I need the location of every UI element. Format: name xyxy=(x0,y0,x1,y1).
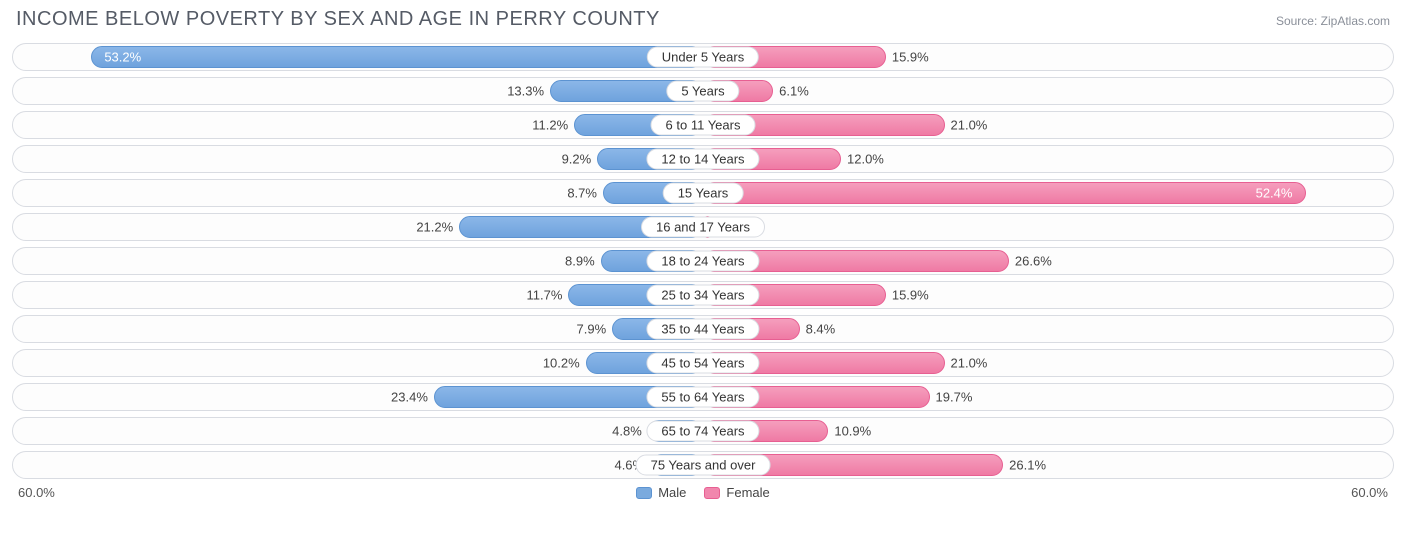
chart-row: 10.2% 21.0% 45 to 54 Years xyxy=(12,349,1394,377)
category-label: 35 to 44 Years xyxy=(646,319,759,340)
female-value-label: 26.6% xyxy=(1015,254,1052,269)
chart-row: 23.4% 19.7% 55 to 64 Years xyxy=(12,383,1394,411)
category-label: 15 Years xyxy=(663,183,744,204)
category-label: 45 to 54 Years xyxy=(646,353,759,374)
chart-source: Source: ZipAtlas.com xyxy=(1276,14,1390,28)
axis-max-left: 60.0% xyxy=(18,485,55,500)
male-value-label: 9.2% xyxy=(562,152,592,167)
male-value-label: 11.7% xyxy=(527,288,563,303)
female-value-label: 26.1% xyxy=(1009,458,1046,473)
male-value-label: 23.4% xyxy=(391,390,428,405)
diverging-bar-chart: 53.2%15.9%Under 5 Years13.3%6.1%5 Years1… xyxy=(12,43,1394,479)
male-value-label: 53.2% xyxy=(104,50,141,65)
female-value-label: 21.0% xyxy=(951,356,988,371)
female-value-label: 8.4% xyxy=(806,322,836,337)
male-value-label: 11.2% xyxy=(532,118,568,133)
chart-header: INCOME BELOW POVERTY BY SEX AND AGE IN P… xyxy=(12,8,1394,31)
male-value-label: 7.9% xyxy=(577,322,607,337)
chart-row: 13.3% 6.1% 5 Years xyxy=(12,77,1394,105)
category-label: 16 and 17 Years xyxy=(641,217,765,238)
chart-row: 53.2% 15.9% Under 5 Years xyxy=(12,43,1394,71)
chart-row: 7.9% 8.4% 35 to 44 Years xyxy=(12,315,1394,343)
category-label: 6 to 11 Years xyxy=(651,115,756,136)
category-label: 75 Years and over xyxy=(636,455,771,476)
category-label: 65 to 74 Years xyxy=(646,421,759,442)
female-value-label: 52.4% xyxy=(1256,186,1293,201)
legend-male-label: Male xyxy=(658,485,686,500)
legend-female: Female xyxy=(704,485,769,500)
chart-row: 11.7% 15.9% 25 to 34 Years xyxy=(12,281,1394,309)
legend-male: Male xyxy=(636,485,686,500)
chart-row: 8.9% 26.6% 18 to 24 Years xyxy=(12,247,1394,275)
legend: Male Female xyxy=(636,485,770,500)
category-label: Under 5 Years xyxy=(647,47,759,68)
chart-row: 4.6%26.1%75 Years and over xyxy=(12,451,1394,479)
female-value-label: 21.0% xyxy=(951,118,988,133)
category-label: 12 to 14 Years xyxy=(646,149,759,170)
male-value-label: 8.7% xyxy=(567,186,597,201)
male-value-label: 21.2% xyxy=(416,220,453,235)
male-value-label: 10.2% xyxy=(543,356,580,371)
male-value-label: 4.8% xyxy=(612,424,642,439)
chart-row: 4.8% 10.9% 65 to 74 Years xyxy=(12,417,1394,445)
category-label: 25 to 34 Years xyxy=(646,285,759,306)
female-value-label: 6.1% xyxy=(779,84,809,99)
male-value-label: 8.9% xyxy=(565,254,595,269)
male-value-label: 13.3% xyxy=(507,84,544,99)
chart-row: 9.2% 12.0% 12 to 14 Years xyxy=(12,145,1394,173)
male-bar xyxy=(91,46,703,68)
axis-max-right: 60.0% xyxy=(1351,485,1388,500)
category-label: 55 to 64 Years xyxy=(646,387,759,408)
chart-row: 21.2%0.8%16 and 17 Years xyxy=(12,213,1394,241)
female-swatch-icon xyxy=(704,487,720,499)
chart-row: 11.2% 21.0% 6 to 11 Years xyxy=(12,111,1394,139)
female-value-label: 12.0% xyxy=(847,152,884,167)
legend-female-label: Female xyxy=(726,485,769,500)
category-label: 5 Years xyxy=(666,81,739,102)
chart-title: INCOME BELOW POVERTY BY SEX AND AGE IN P… xyxy=(16,8,660,31)
chart-row: 8.7% 52.4% 15 Years xyxy=(12,179,1394,207)
female-value-label: 10.9% xyxy=(834,424,871,439)
female-value-label: 15.9% xyxy=(892,288,929,303)
chart-footer: 60.0% Male Female 60.0% xyxy=(12,485,1394,500)
female-value-label: 15.9% xyxy=(892,50,929,65)
male-swatch-icon xyxy=(636,487,652,499)
female-bar xyxy=(703,182,1306,204)
female-value-label: 19.7% xyxy=(936,390,973,405)
category-label: 18 to 24 Years xyxy=(646,251,759,272)
